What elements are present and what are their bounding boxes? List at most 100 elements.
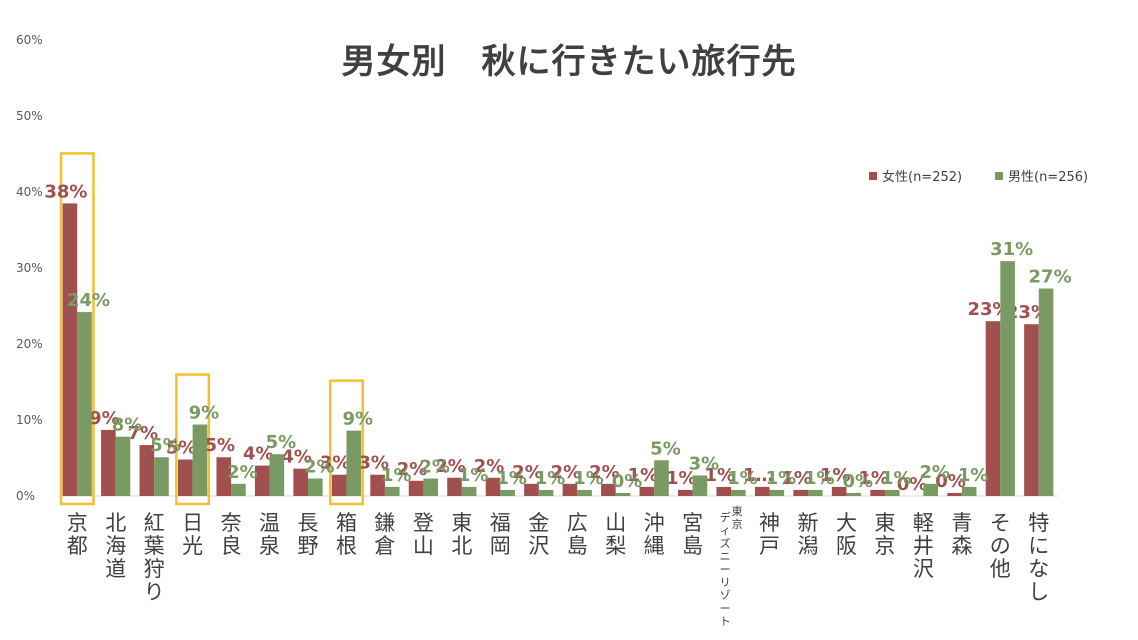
bar-male [961, 486, 977, 496]
value-label-female: 1… [743, 465, 774, 486]
bar-male [77, 312, 92, 496]
value-label-male: 1% [804, 468, 835, 489]
value-label-male: 0% [612, 471, 643, 492]
bar-male [231, 483, 246, 496]
value-label-female: 1% [628, 465, 659, 486]
value-label-male: 9% [189, 403, 220, 424]
value-label-female: 1% [781, 468, 812, 489]
bar-female [1024, 324, 1039, 496]
legend-entry: 女性(n=252) [882, 169, 962, 185]
value-label-male: 0% [842, 471, 873, 492]
value-label-female: 2% [512, 462, 543, 483]
category-label: 青森 [951, 511, 972, 558]
category-label: 神戸 [759, 511, 780, 558]
bar-female [370, 474, 385, 496]
bar-male [923, 483, 938, 496]
bar-male [192, 424, 208, 496]
category-label: 金沢 [528, 511, 549, 558]
highlight-box [59, 152, 95, 506]
bar-male [808, 489, 823, 496]
bar-male [308, 478, 323, 496]
value-label-female: 23% [967, 299, 1010, 320]
bar-female [947, 492, 962, 496]
value-label-female: 1% [666, 468, 697, 489]
value-label-male: 1% [381, 465, 412, 486]
category-label: 登山 [413, 511, 434, 558]
value-label-female: 2% [435, 456, 466, 477]
category-label: 軽井沢 [913, 511, 934, 581]
y-tick-label: 10% [16, 413, 43, 427]
value-label-female: 23% [1006, 302, 1049, 323]
bar-male [1038, 288, 1054, 496]
category-label: 福岡 [490, 511, 511, 558]
value-label-male: 1% [766, 468, 797, 489]
value-label-female: 1% [704, 465, 735, 486]
value-label-female: 2% [551, 462, 582, 483]
category-label: 東京 [874, 511, 895, 558]
bar-female [601, 483, 616, 496]
bar-male [692, 475, 708, 496]
bar-female [62, 203, 78, 496]
bar-male [384, 486, 400, 496]
category-label: 日光 [182, 511, 203, 558]
bar-female [870, 489, 885, 496]
category-label: 奈良 [221, 511, 242, 558]
bar-female [178, 459, 193, 496]
category-label: 東京ディズニーリゾート [720, 505, 743, 628]
value-label-male: 1% [881, 468, 912, 489]
value-label-female: 3% [358, 453, 389, 474]
bar-female [485, 477, 501, 496]
bar-female [716, 486, 732, 496]
category-label: 広島 [567, 511, 588, 558]
bar-female [754, 486, 770, 496]
bar-female [524, 483, 539, 496]
bar-male [500, 489, 515, 496]
bar-male [615, 492, 631, 496]
bar-male [538, 489, 554, 496]
value-label-male: 2% [227, 462, 258, 483]
value-label-female: 5% [166, 438, 197, 459]
bar-female [447, 477, 462, 496]
bar-male [1000, 261, 1015, 496]
bar-female [101, 429, 116, 496]
value-label-female: 2% [589, 462, 620, 483]
legend-swatch [995, 172, 1003, 180]
category-label: 山梨 [605, 511, 626, 558]
bar-male [769, 489, 785, 496]
bar-female [793, 489, 808, 496]
value-label-female: 2% [474, 456, 505, 477]
y-tick-label: 50% [16, 109, 43, 123]
value-label-female: 38% [44, 181, 87, 202]
category-label: その他 [990, 511, 1011, 581]
value-label-female: 9% [89, 408, 120, 429]
y-tick-label: 40% [16, 185, 43, 199]
value-label-male: 3% [689, 453, 720, 474]
legend-swatch [869, 172, 877, 180]
bar-female [293, 468, 308, 496]
bar-female [831, 486, 847, 496]
bar-female [562, 483, 578, 496]
category-label: 京都 [67, 511, 88, 558]
category-label: 紅葉狩り [144, 511, 165, 604]
bar-female [216, 457, 232, 496]
value-label-male: 2% [304, 457, 335, 478]
y-tick-label: 20% [16, 337, 43, 351]
value-label-male: 1% [535, 468, 566, 489]
value-label-female: 4% [243, 444, 274, 465]
bar-male [846, 492, 862, 496]
value-label-female: 4% [281, 447, 312, 468]
value-label-male: 1% [458, 465, 489, 486]
bar-male [884, 489, 900, 496]
bar-male [423, 478, 438, 496]
value-label-male: 1% [727, 468, 758, 489]
bar-female [408, 480, 424, 496]
highlight-box [175, 373, 211, 506]
value-label-male: 5% [150, 435, 181, 456]
highlight-box [328, 379, 364, 506]
bar-female [331, 474, 347, 496]
bar-female [139, 445, 155, 496]
category-label: 温泉 [259, 511, 280, 558]
category-label: 東北 [451, 511, 472, 558]
value-label-female: 0% [897, 474, 928, 495]
